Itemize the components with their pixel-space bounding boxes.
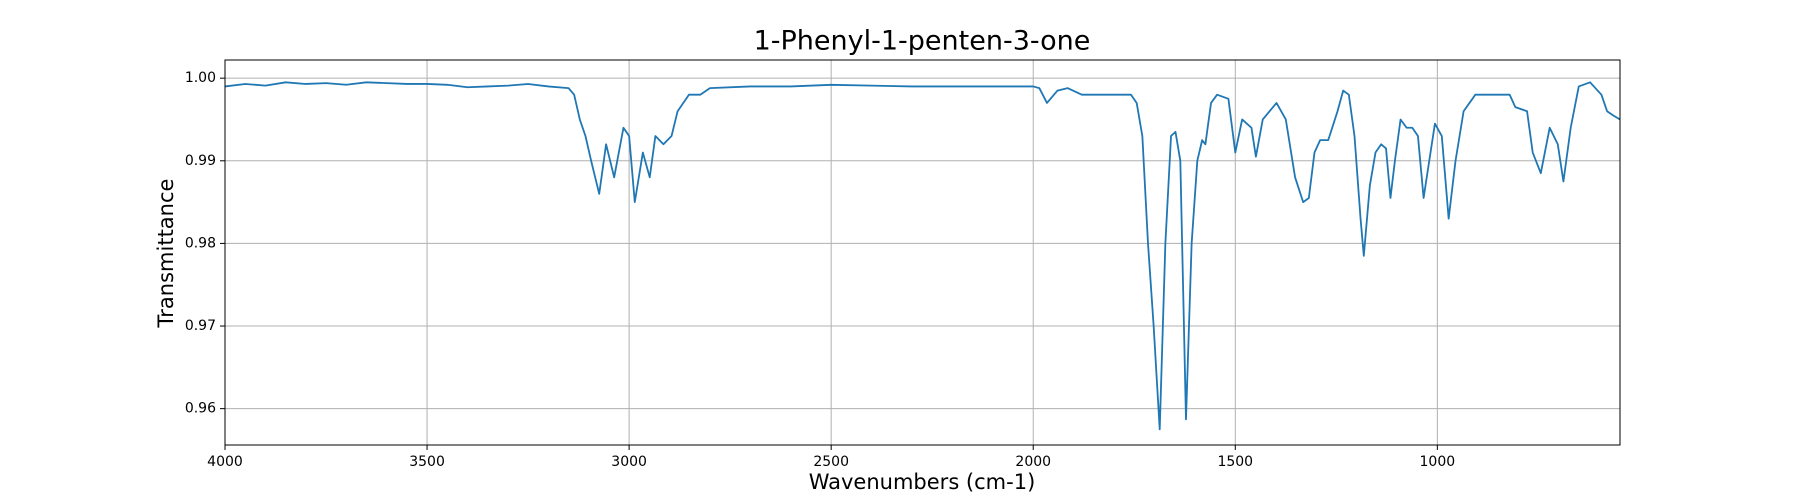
y-axis-label: Transmittance — [154, 179, 178, 329]
x-tick-label: 2000 — [1015, 454, 1051, 470]
x-tick-label: 3500 — [409, 454, 445, 470]
y-tick-label: 0.97 — [185, 318, 216, 334]
spectrum-line — [224, 81, 1621, 431]
chart-title: 1-Phenyl-1-penten-3-one — [754, 26, 1091, 57]
y-tick-label: 0.96 — [185, 401, 216, 417]
x-axis-label: Wavenumbers (cm-1) — [809, 470, 1036, 494]
x-tick-label: 3000 — [611, 454, 647, 470]
x-tick-label: 1500 — [1217, 454, 1253, 470]
plot-frame — [224, 59, 1621, 446]
y-tick-label: 0.99 — [185, 153, 216, 169]
x-tick-label: 1000 — [1420, 454, 1456, 470]
x-tick-label: 4000 — [207, 454, 243, 470]
x-tick-label: 2500 — [813, 454, 849, 470]
y-tick-label: 0.98 — [185, 235, 216, 251]
y-tick-label: 1.00 — [185, 70, 216, 86]
